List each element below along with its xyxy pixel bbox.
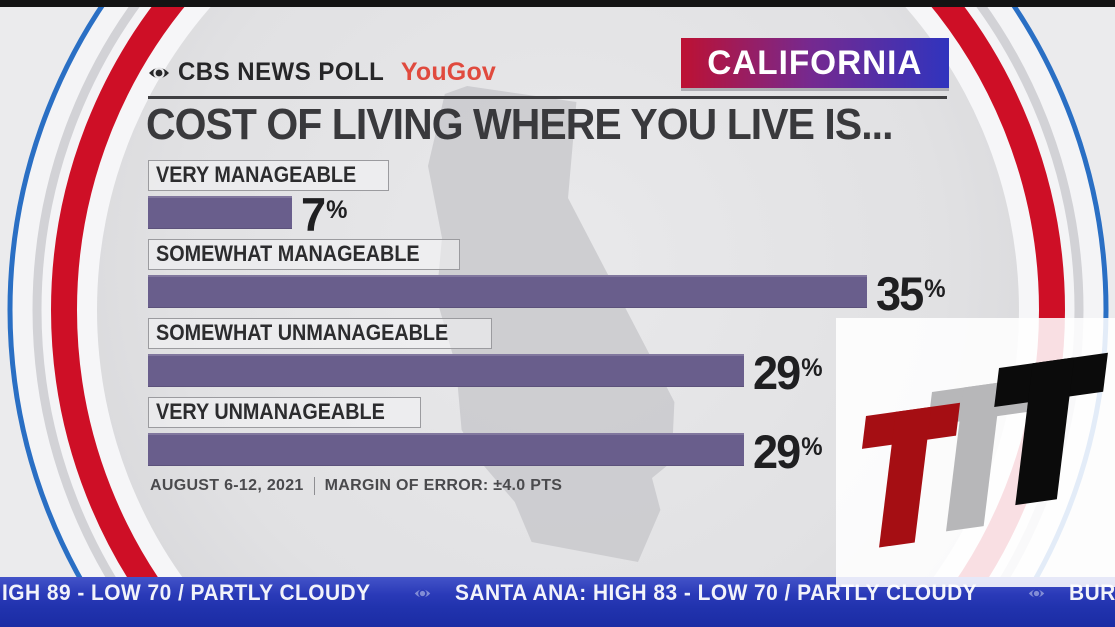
ticker-line: IGH 89 - LOW 70 / PARTLY CLOUDY SANTA ANA… bbox=[0, 577, 1115, 607]
bar bbox=[148, 195, 292, 229]
page-title: COST OF LIVING WHERE YOU LIVE IS... bbox=[146, 100, 893, 149]
top-letterbox-bar bbox=[0, 0, 1115, 7]
red-t bbox=[861, 402, 961, 548]
margin-of-error-label: MARGIN OF ERROR: ±4.0 PTS bbox=[324, 477, 563, 494]
ticker-item: IGH 89 - LOW 70 / PARTLY CLOUDY bbox=[2, 580, 371, 605]
gray-ring-arc bbox=[32, 0, 1084, 627]
cbs-eye-icon bbox=[149, 66, 169, 79]
chart-row: VERY UNMANAGEABLE 29% bbox=[148, 397, 1008, 478]
chart-row: VERY MANAGEABLE 7% bbox=[148, 160, 1008, 241]
bar bbox=[148, 432, 744, 466]
header-underline bbox=[148, 96, 947, 99]
category-label: VERY MANAGEABLE bbox=[148, 160, 390, 191]
date-range-label: AUGUST 6-12, 2021 bbox=[150, 477, 304, 494]
category-label: VERY UNMANAGEABLE bbox=[148, 397, 422, 428]
bar-value: 29% bbox=[753, 345, 823, 399]
footer-separator bbox=[313, 477, 315, 495]
bar-chart: VERY MANAGEABLE 7% SOMEWHAT MANAGEABLE 35% S… bbox=[148, 160, 1008, 476]
poll-brand-label: CBS NEWS POLL bbox=[178, 58, 385, 86]
cbs-eye-separator-icon bbox=[414, 588, 431, 598]
category-label: SOMEWHAT UNMANAGEABLE bbox=[148, 318, 492, 349]
bar-value: 7% bbox=[301, 187, 348, 241]
bar bbox=[148, 353, 744, 387]
chart-row: SOMEWHAT MANAGEABLE 35% bbox=[148, 239, 1008, 320]
black-t bbox=[994, 352, 1108, 506]
chart-footer: AUGUST 6-12, 2021 MARGIN OF ERROR: ±4.0 … bbox=[150, 477, 562, 495]
poll-partner-label: YouGov bbox=[400, 58, 497, 86]
bar-value: 29% bbox=[753, 424, 823, 478]
region-banner-label: CALIFORNIA bbox=[707, 43, 923, 82]
poll-header: CBS NEWS POLL YouGov bbox=[148, 58, 496, 87]
bar-value: 35% bbox=[876, 266, 946, 320]
bar bbox=[148, 274, 867, 308]
chart-row: SOMEWHAT UNMANAGEABLE 29% bbox=[148, 318, 1008, 399]
category-label: SOMEWHAT MANAGEABLE bbox=[148, 239, 460, 270]
ttt-logo-icon bbox=[861, 352, 1108, 548]
region-banner: CALIFORNIA bbox=[681, 38, 949, 88]
cbs-eye-separator-icon bbox=[1029, 588, 1045, 598]
station-watermark bbox=[836, 318, 1115, 587]
